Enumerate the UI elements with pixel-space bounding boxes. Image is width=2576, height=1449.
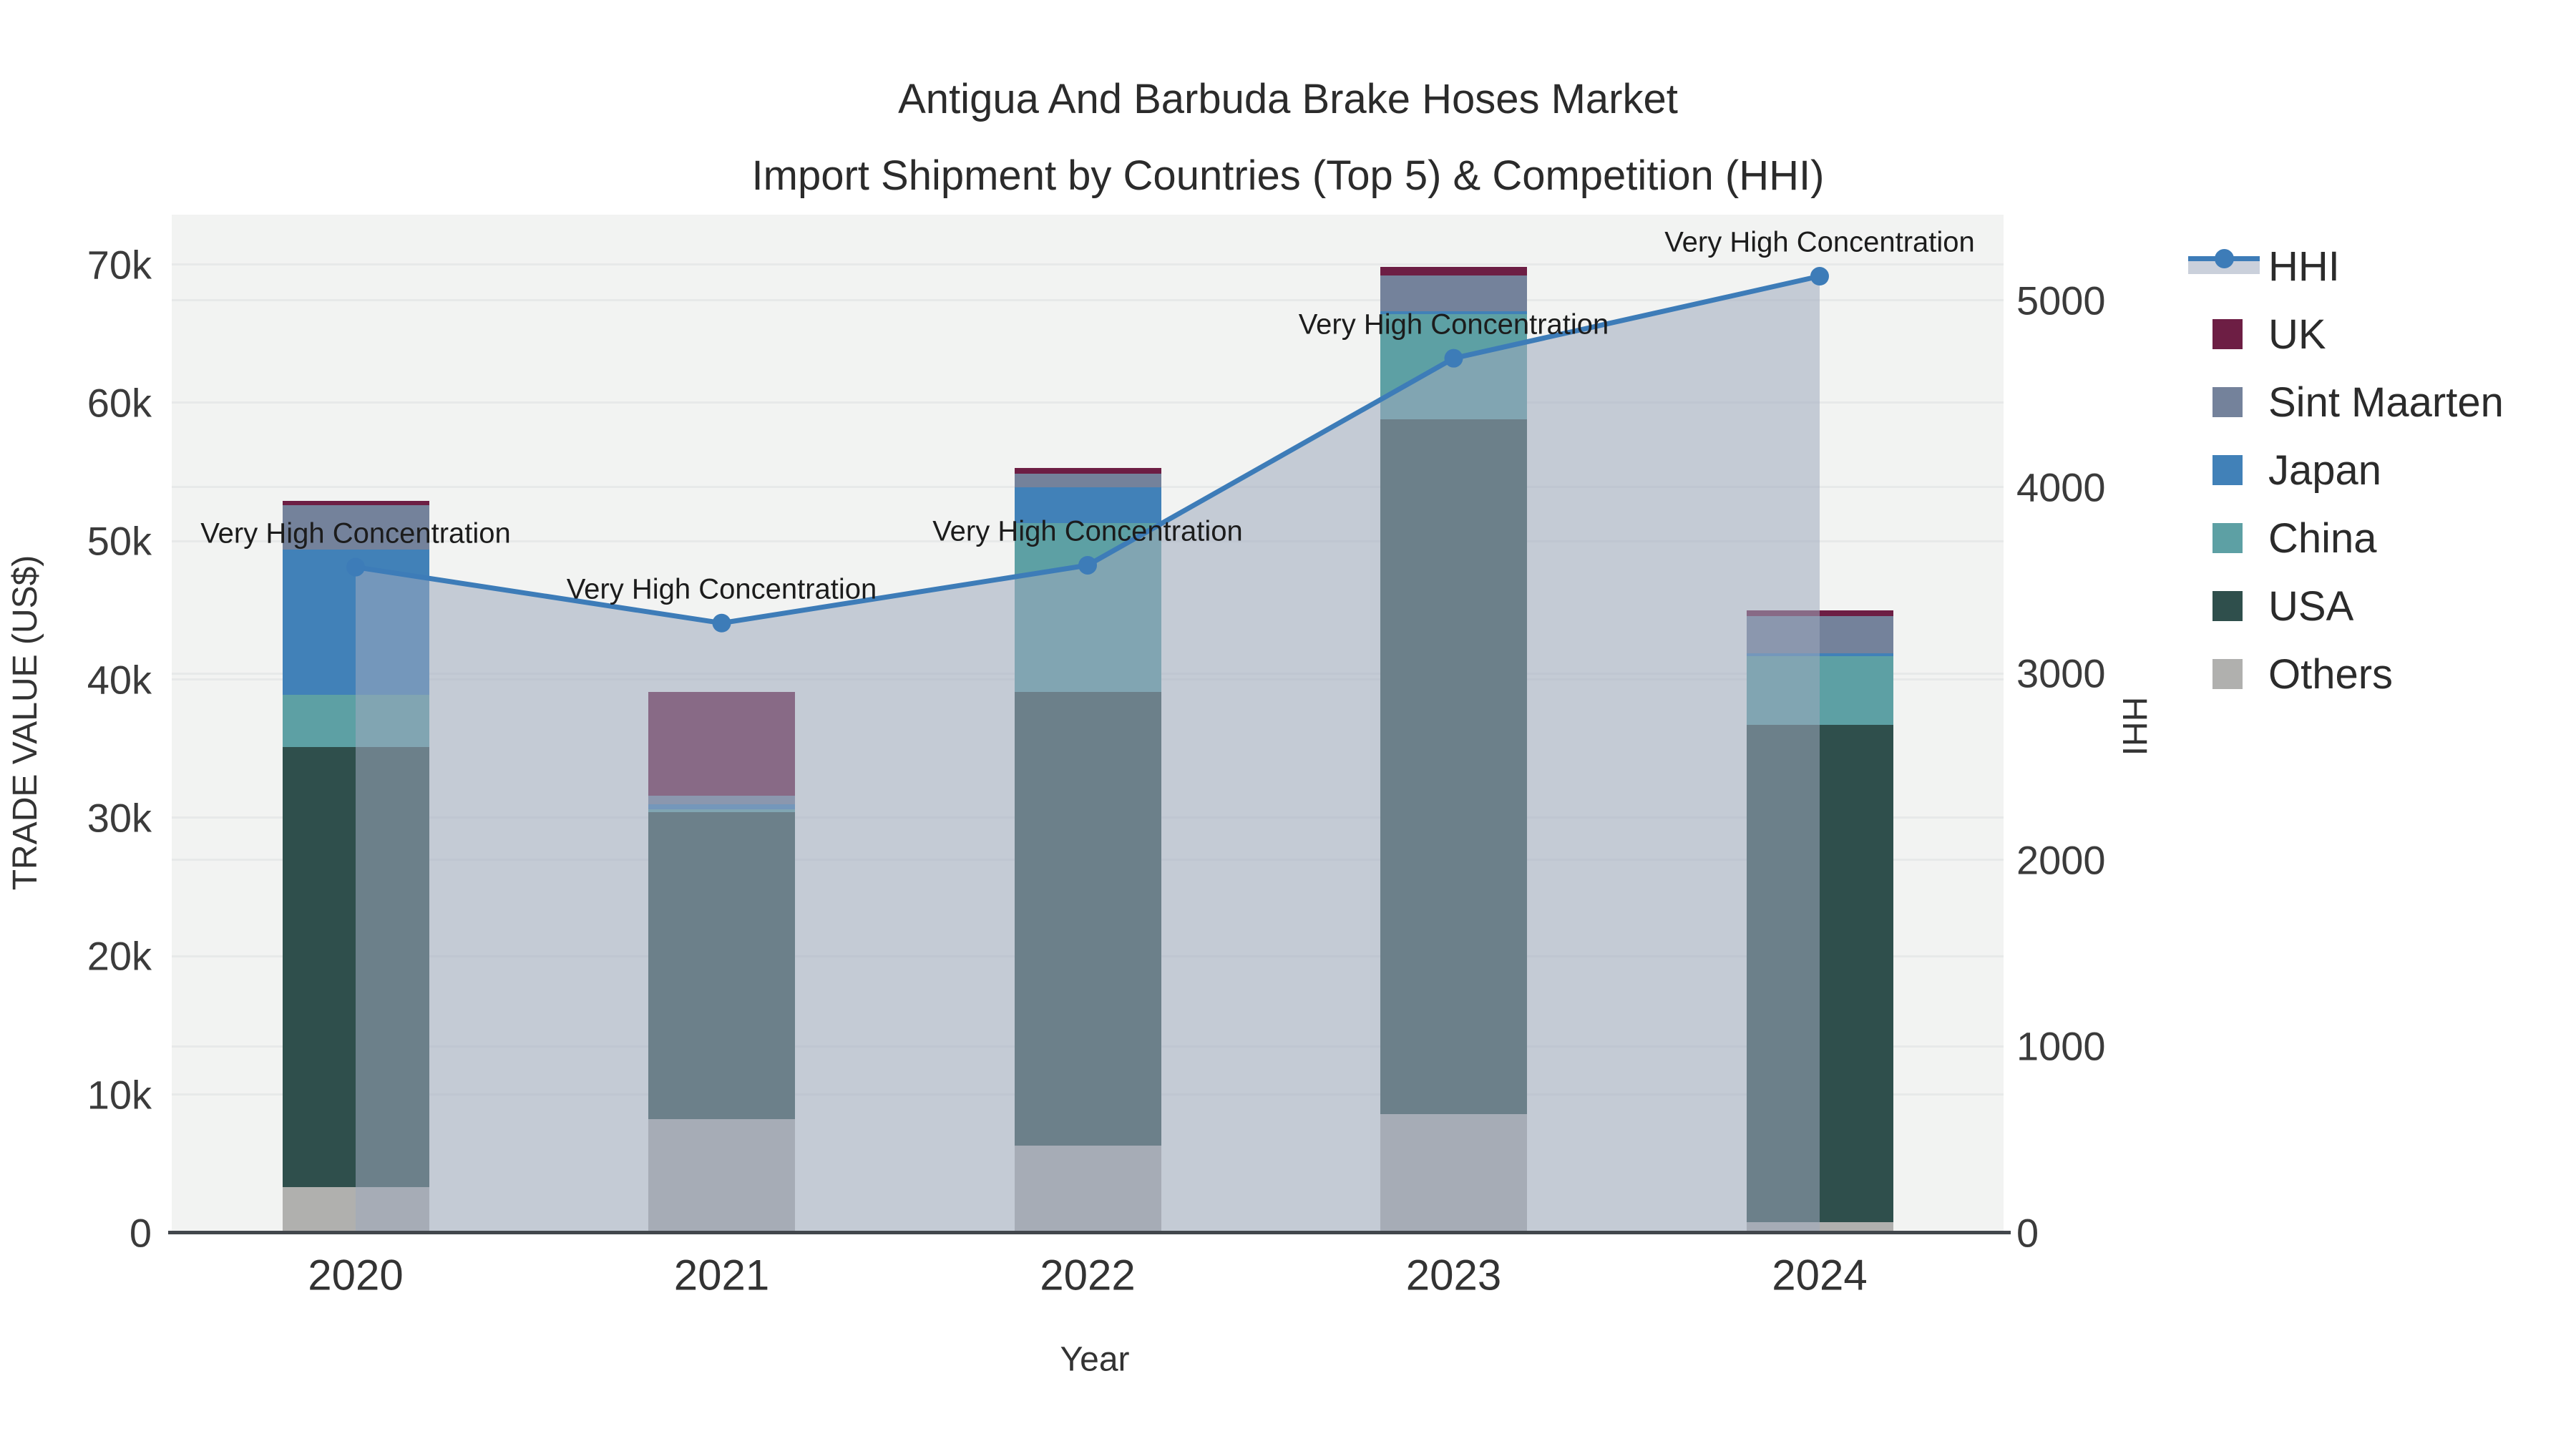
hhi-marker-2021[interactable]	[712, 613, 731, 633]
annotation-very-high-concentration-2021: Very High Concentration	[566, 573, 877, 605]
legend-item-hhi[interactable]: HHI	[2188, 238, 2576, 295]
legend-uk-swatch-icon	[2212, 319, 2243, 349]
hhi-line-layer	[346, 267, 1829, 1233]
y-right-axis-title: HHI	[2115, 696, 2153, 756]
hhi-marker-2024[interactable]	[1810, 267, 1829, 286]
bar-segment-2020-sint-maarten[interactable]	[282, 505, 429, 550]
y-left-tick-60k: 60k	[87, 380, 152, 426]
legend-item-japan[interactable]: Japan	[2188, 441, 2576, 499]
y-left-tick-40k: 40k	[87, 657, 152, 703]
x-tick-2023: 2023	[1405, 1251, 1502, 1299]
legend-label-china: China	[2268, 514, 2377, 562]
hhi-marker-2020[interactable]	[346, 557, 365, 577]
y-right-tick-2000: 2000	[2016, 837, 2106, 883]
legend-label-uk: UK	[2268, 311, 2326, 358]
annotation-very-high-concentration-2024: Very High Concentration	[1664, 226, 1975, 258]
legend-item-china[interactable]: China	[2188, 509, 2576, 567]
legend-label-usa: USA	[2268, 582, 2354, 630]
plot-area: Very High Concentration Very High Concent…	[172, 215, 2004, 1233]
y-left-tick-10k: 10k	[87, 1072, 152, 1118]
y-right-tick-0: 0	[2016, 1210, 2039, 1256]
legend-item-sint-maarten[interactable]: Sint Maarten	[2188, 374, 2576, 431]
y-left-tick-0: 0	[129, 1210, 152, 1256]
y-left-axis-title: TRADE VALUE (US$)	[6, 555, 44, 891]
bar-segment-2023-sint-maarten[interactable]	[1380, 275, 1527, 312]
x-tick-2020: 2020	[308, 1251, 404, 1299]
y-right-tick-1000: 1000	[2016, 1023, 2106, 1069]
legend-item-uk[interactable]: UK	[2188, 306, 2576, 363]
legend-item-usa[interactable]: USA	[2188, 577, 2576, 635]
gridline-left-70000	[172, 263, 2004, 266]
y-right-tick-3000: 3000	[2016, 650, 2106, 696]
annotation-very-high-concentration-2020: Very High Concentration	[200, 517, 511, 550]
gridline-left-60000	[172, 401, 2004, 404]
legend-sint-maarten-swatch-icon	[2212, 387, 2243, 417]
bar-segment-2022-japan[interactable]	[1014, 487, 1161, 524]
gridline-right-5000	[172, 299, 2004, 302]
x-axis-line	[168, 1231, 2011, 1234]
legend-label-sint-maarten: Sint Maarten	[2268, 379, 2504, 426]
hhi-marker-2023[interactable]	[1444, 348, 1463, 368]
legend-others-swatch-icon	[2212, 659, 2243, 689]
y-left-tick-20k: 20k	[87, 933, 152, 979]
y-left-tick-50k: 50k	[87, 518, 152, 564]
hhi-area-fill	[356, 276, 1820, 1233]
bar-segment-2023-uk[interactable]	[1380, 267, 1527, 276]
chart-title-line-2: Import Shipment by Countries (Top 5) & C…	[751, 152, 1825, 199]
legend-china-swatch-icon	[2212, 523, 2243, 553]
legend-japan-swatch-icon	[2212, 455, 2243, 485]
y-left-tick-30k: 30k	[87, 795, 152, 841]
x-tick-2024: 2024	[1772, 1251, 1868, 1299]
legend-usa-swatch-icon	[2212, 591, 2243, 621]
legend-item-others[interactable]: Others	[2188, 645, 2576, 703]
hhi-marker-2022[interactable]	[1078, 555, 1097, 575]
y-right-tick-5000: 5000	[2016, 278, 2106, 323]
bar-segment-2023-japan[interactable]	[1380, 311, 1527, 315]
annotation-very-high-concentration-2022: Very High Concentration	[932, 515, 1243, 547]
x-tick-2022: 2022	[1040, 1251, 1136, 1299]
y-right-tick-4000: 4000	[2016, 464, 2106, 509]
chart-title-line-1: Antigua And Barbuda Brake Hoses Market	[898, 76, 1678, 122]
x-tick-2021: 2021	[673, 1251, 770, 1299]
bar-segment-2020-uk[interactable]	[282, 501, 429, 506]
legend-label-others: Others	[2268, 650, 2394, 698]
annotation-very-high-concentration-2023: Very High Concentration	[1298, 308, 1609, 341]
legend-label-japan: Japan	[2268, 447, 2382, 494]
y-left-tick-70k: 70k	[87, 242, 152, 288]
legend-label-hhi: HHI	[2268, 243, 2340, 290]
bar-segment-2022-sint-maarten[interactable]	[1014, 473, 1161, 487]
bar-segment-2022-uk[interactable]	[1014, 467, 1161, 474]
x-axis-title: Year	[1060, 1340, 1130, 1379]
legend-hhi-line-swatch-icon	[2188, 249, 2260, 282]
